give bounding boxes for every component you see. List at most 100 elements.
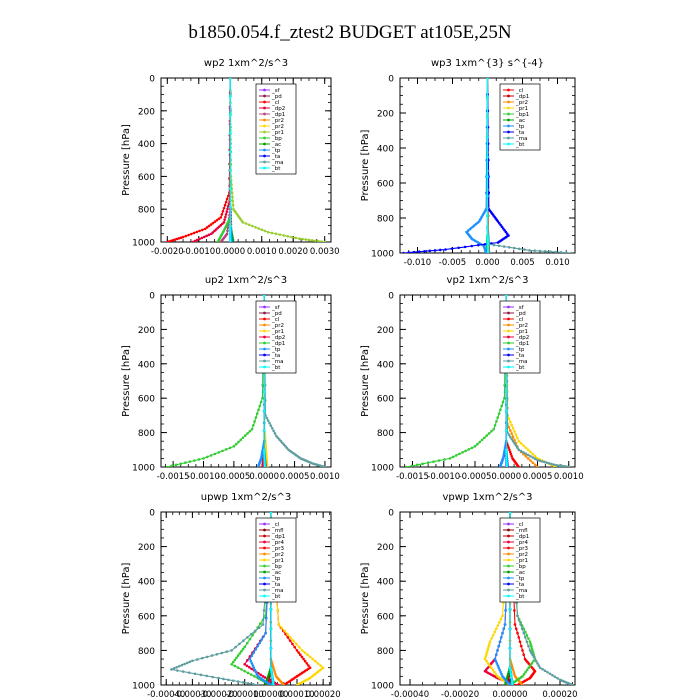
data-point <box>505 463 509 467</box>
y-tick-label: 600 <box>138 612 155 622</box>
data-point <box>209 454 213 457</box>
legend-marker <box>507 100 510 104</box>
data-point <box>552 463 556 466</box>
data-point <box>529 459 532 462</box>
data-point <box>266 230 270 234</box>
data-point <box>527 644 530 648</box>
legend-label: _tp <box>515 347 525 353</box>
data-point <box>509 452 513 456</box>
data-point <box>303 659 307 663</box>
data-point <box>264 450 268 454</box>
y-tick-label: 400 <box>138 360 155 370</box>
chart-title: upwp 1xm^2/s^3 <box>201 492 291 503</box>
data-point <box>263 454 266 458</box>
data-point <box>505 457 508 460</box>
x-tick-label: 0.0010 <box>247 247 277 257</box>
data-point <box>497 244 501 248</box>
data-point <box>319 664 322 667</box>
data-point <box>417 250 421 253</box>
data-point <box>254 670 258 674</box>
data-point <box>258 641 262 645</box>
data-point <box>226 226 230 229</box>
data-point <box>450 247 454 250</box>
data-point <box>313 239 317 242</box>
data-point <box>532 659 535 663</box>
data-point <box>310 239 314 242</box>
data-point <box>223 218 226 221</box>
chart-title: vpwp 1xm^2/s^3 <box>442 492 532 503</box>
data-point <box>255 672 259 676</box>
y-tick-label: 0 <box>149 292 155 302</box>
data-point <box>165 465 169 467</box>
y-tick-label: 200 <box>377 543 394 553</box>
data-point <box>314 659 317 663</box>
data-point <box>188 660 192 664</box>
data-point <box>486 194 489 198</box>
y-axis-label: Pressure [hPa] <box>121 345 132 417</box>
data-point <box>227 202 231 205</box>
data-point <box>524 636 527 639</box>
data-point <box>224 448 228 451</box>
data-point <box>491 668 495 672</box>
data-point <box>470 446 474 450</box>
data-point <box>501 631 504 635</box>
data-point <box>292 639 295 642</box>
y-tick-label: 1000 <box>371 464 394 474</box>
data-point <box>432 460 435 463</box>
data-point <box>228 78 232 80</box>
data-point <box>516 436 519 440</box>
legend-label: _sf <box>271 88 281 94</box>
legend-label: _tp <box>271 148 281 154</box>
data-point <box>508 683 512 685</box>
data-point <box>508 646 512 650</box>
data-point <box>263 676 267 679</box>
data-point <box>270 672 274 676</box>
data-point <box>528 640 532 644</box>
data-point <box>190 232 193 236</box>
data-point <box>556 676 559 680</box>
data-point <box>277 683 280 685</box>
legend-marker <box>263 311 266 315</box>
data-point <box>300 649 304 652</box>
data-point <box>499 408 502 412</box>
data-point <box>415 463 419 467</box>
data-point <box>524 454 528 458</box>
data-point <box>509 672 513 676</box>
data-point <box>263 459 266 462</box>
y-tick-label: 200 <box>377 326 394 336</box>
data-point <box>486 662 490 665</box>
data-point <box>187 233 190 237</box>
data-point <box>503 623 507 626</box>
data-point <box>246 636 249 639</box>
data-point <box>251 682 255 685</box>
data-point <box>522 444 525 447</box>
legend-label: _ma <box>515 136 527 142</box>
data-point <box>246 641 249 645</box>
data-point <box>498 668 501 672</box>
data-point <box>532 655 536 659</box>
data-point <box>231 195 234 199</box>
data-point <box>527 666 531 669</box>
legend-marker <box>263 534 266 538</box>
data-point <box>236 654 240 657</box>
data-point <box>509 420 512 424</box>
y-tick-label: 600 <box>377 612 394 622</box>
data-point <box>175 665 178 669</box>
data-point <box>443 458 446 461</box>
data-point <box>533 463 537 467</box>
series-line <box>403 78 510 253</box>
legend-label: _ma <box>271 588 283 594</box>
legend-marker <box>507 305 510 309</box>
data-point <box>273 432 277 435</box>
chart-title: up2 1xm^2/s^3 <box>205 275 287 286</box>
legend-label: _cl <box>271 317 280 323</box>
data-point <box>490 430 493 433</box>
data-point <box>306 653 309 657</box>
data-point <box>538 249 542 253</box>
data-point <box>230 191 234 195</box>
data-point <box>241 647 245 651</box>
data-point <box>269 512 273 514</box>
data-point <box>205 226 209 229</box>
data-point <box>494 672 498 676</box>
data-point <box>263 461 266 465</box>
